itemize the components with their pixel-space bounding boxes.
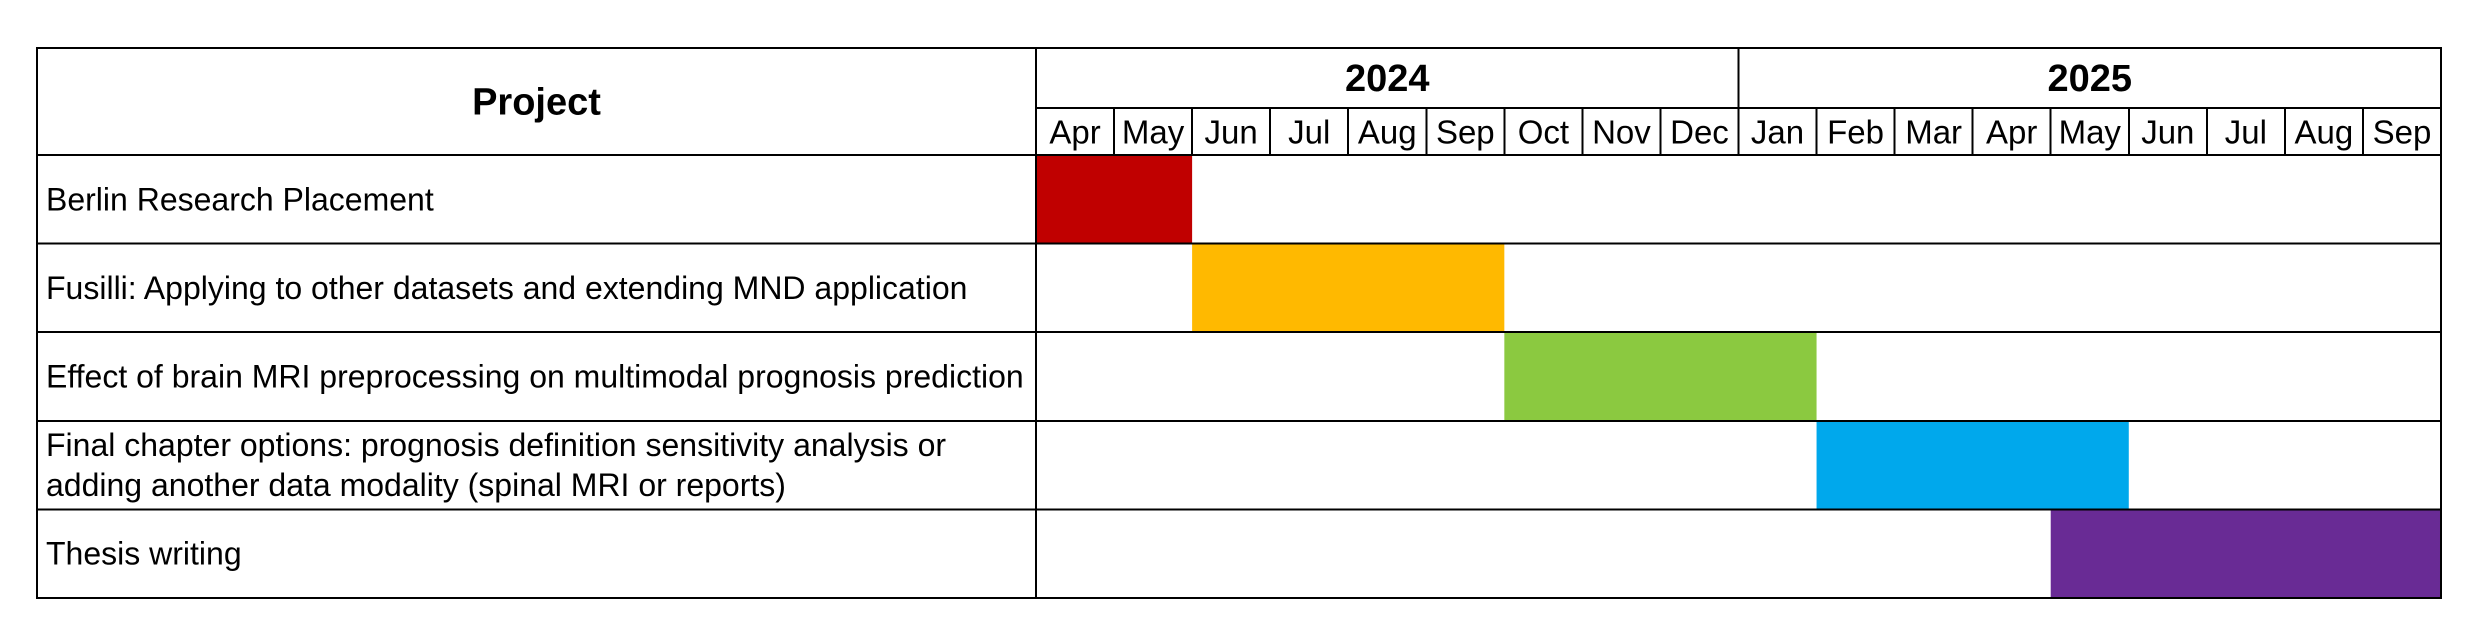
task-bar-3 bbox=[1504, 332, 1817, 421]
task-bar-1 bbox=[1036, 155, 1193, 244]
task-label-5: Thesis writing bbox=[46, 536, 242, 572]
task-label-2: Fusilli: Applying to other datasets and … bbox=[46, 270, 967, 306]
month-label-2: May bbox=[1122, 114, 1185, 151]
month-label-14: May bbox=[2059, 114, 2122, 151]
month-label-10: Jan bbox=[1751, 114, 1804, 151]
project-header: Project bbox=[472, 82, 601, 124]
task-label-4: adding another data modality (spinal MRI… bbox=[46, 467, 786, 503]
month-label-4: Jul bbox=[1288, 114, 1330, 151]
month-label-9: Dec bbox=[1670, 114, 1729, 151]
month-label-3: Jun bbox=[1205, 114, 1258, 151]
task-label-3: Effect of brain MRI preprocessing on mul… bbox=[46, 359, 1024, 395]
task-label-4: Final chapter options: prognosis definit… bbox=[46, 427, 946, 463]
month-label-1: Apr bbox=[1049, 114, 1100, 151]
month-label-12: Mar bbox=[1905, 114, 1962, 151]
month-label-16: Jul bbox=[2225, 114, 2267, 151]
table-border bbox=[36, 47, 2442, 599]
month-label-7: Oct bbox=[1518, 114, 1569, 151]
month-label-17: Aug bbox=[2295, 114, 2354, 151]
task-bar-2 bbox=[1192, 243, 1505, 333]
year-label-2024: 2024 bbox=[1345, 58, 1430, 100]
month-label-18: Sep bbox=[2373, 114, 2432, 151]
task-bar-5 bbox=[2050, 509, 2441, 598]
month-label-8: Nov bbox=[1592, 114, 1651, 151]
year-label-2025: 2025 bbox=[2047, 58, 2132, 100]
month-label-6: Sep bbox=[1436, 114, 1495, 151]
month-label-5: Aug bbox=[1358, 114, 1417, 151]
month-label-11: Feb bbox=[1827, 114, 1884, 151]
month-label-13: Apr bbox=[1986, 114, 2037, 151]
task-label-1: Berlin Research Placement bbox=[46, 181, 434, 217]
month-label-15: Jun bbox=[2141, 114, 2194, 151]
task-bar-4 bbox=[1816, 420, 2129, 510]
